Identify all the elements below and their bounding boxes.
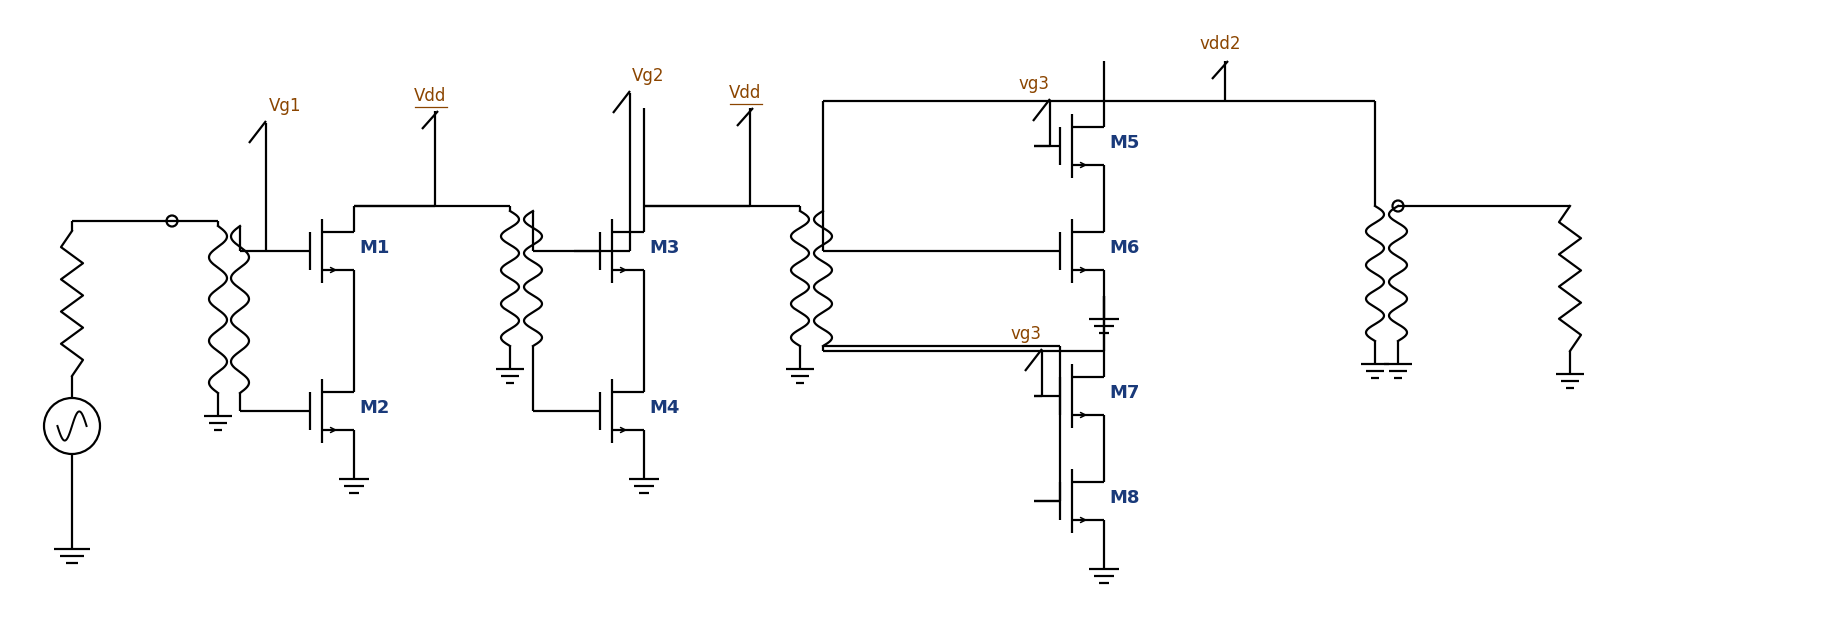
Text: vg3: vg3: [1009, 325, 1041, 343]
Text: M1: M1: [360, 239, 389, 257]
Text: M6: M6: [1109, 239, 1140, 257]
Text: M2: M2: [360, 399, 389, 417]
Text: M3: M3: [649, 239, 679, 257]
Text: M5: M5: [1109, 134, 1140, 152]
Text: Vg1: Vg1: [269, 97, 301, 115]
Text: vg3: vg3: [1018, 75, 1050, 93]
Text: Vdd: Vdd: [413, 87, 446, 105]
Text: M8: M8: [1109, 489, 1140, 507]
Text: vdd2: vdd2: [1199, 35, 1240, 53]
Text: Vdd: Vdd: [729, 84, 762, 102]
Text: M7: M7: [1109, 384, 1140, 402]
Text: Vg2: Vg2: [633, 67, 664, 85]
Text: M4: M4: [649, 399, 679, 417]
